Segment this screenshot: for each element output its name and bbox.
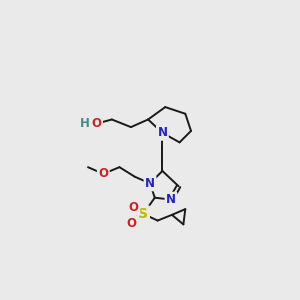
Text: O: O: [129, 201, 139, 214]
Text: N: N: [158, 126, 167, 139]
Text: H: H: [80, 117, 90, 130]
Text: O: O: [126, 217, 136, 230]
Text: N: N: [166, 193, 176, 206]
Text: O: O: [98, 167, 108, 180]
Text: S: S: [138, 207, 148, 221]
Text: N: N: [145, 177, 155, 190]
Text: O: O: [92, 117, 102, 130]
